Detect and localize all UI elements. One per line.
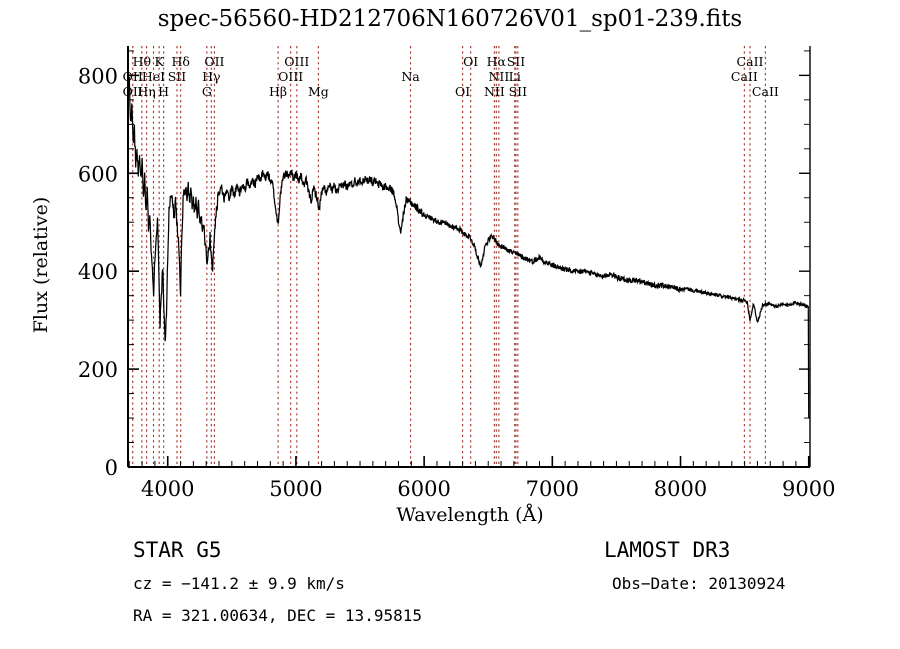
y-tick-label: 800: [78, 64, 118, 88]
x-tick-label: 4000: [141, 477, 194, 501]
y-tick-label: 0: [105, 456, 118, 480]
axis-tick-labels: 4000 5000 6000 7000 8000 9000 0 200 400 600 800: [78, 64, 836, 501]
spectral-line-labels: OIIOIIHθHηHeIKHSIIHδGHγOIIHβOIIIOIIIMgNa…: [123, 54, 779, 99]
spectral-line-label: Hθ: [133, 54, 151, 69]
spectral-line-label: SII: [168, 69, 187, 84]
spectral-line-label: HeI: [142, 69, 165, 84]
spectral-line-markers: [132, 46, 766, 467]
spectral-line-label: OI: [455, 84, 470, 99]
spectral-line-label: Na: [401, 69, 420, 84]
spectral-line-label: SII: [507, 54, 526, 69]
x-tick-label: 6000: [397, 477, 450, 501]
x-tick-label: 5000: [269, 477, 322, 501]
spectral-line-label: OII: [204, 54, 224, 69]
spectral-line-label: Li: [509, 69, 521, 84]
spectral-line-label: CaII: [737, 54, 764, 69]
spectrum-trace: [128, 76, 810, 419]
spectral-line-label: Hη: [137, 84, 155, 99]
spectral-line-label: Hγ: [202, 69, 220, 84]
spectral-line-label: NII: [484, 84, 505, 99]
y-tick-label: 600: [78, 162, 118, 186]
x-tick-label: 7000: [526, 477, 579, 501]
x-tick-label: 9000: [782, 477, 835, 501]
spectral-line-label: SII: [509, 84, 528, 99]
spectral-line-label: K: [154, 54, 164, 69]
y-tick-label: 400: [78, 260, 118, 284]
spectral-line-label: Hα: [487, 54, 507, 69]
spectral-line-label: G: [202, 84, 212, 99]
spectral-line-label: NII: [488, 69, 509, 84]
spectral-line-label: CaII: [731, 69, 758, 84]
y-tick-label: 200: [78, 358, 118, 382]
spectral-line-label: Mg: [308, 84, 329, 99]
page-title: spec-56560-HD212706N160726V01_sp01-239.f…: [157, 6, 743, 32]
spectral-line-label: OIII: [278, 69, 303, 84]
spectral-line-label: OII: [123, 69, 143, 84]
spectral-line-label: Hδ: [171, 54, 189, 69]
spectral-line-label: Hβ: [269, 84, 287, 99]
spectral-line-label: H: [158, 84, 169, 99]
x-tick-label: 8000: [654, 477, 707, 501]
spectral-line-label: OIII: [284, 54, 309, 69]
plot-axes: [127, 46, 811, 468]
spectral-line-label: OI: [463, 54, 478, 69]
spectral-line-label: CaII: [752, 84, 779, 99]
